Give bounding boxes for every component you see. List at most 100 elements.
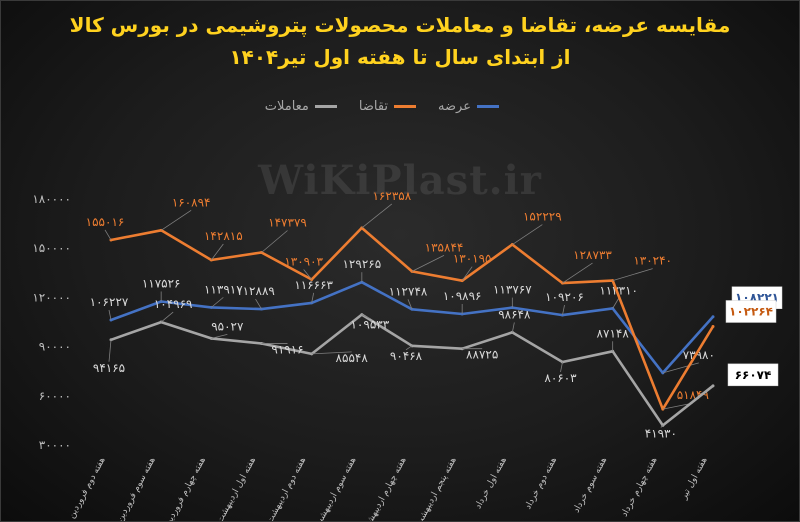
chart-title: مقایسه عرضه، تقاضا و معاملات محصولات پتر… — [1, 9, 799, 73]
data-point — [711, 315, 715, 319]
label-leader — [405, 345, 413, 351]
label-leader — [612, 268, 653, 281]
legend-swatch-supply — [477, 105, 499, 108]
label-leader — [560, 361, 563, 373]
label-leader — [261, 230, 288, 253]
label-leader — [662, 362, 699, 374]
title-line-1: مقایسه عرضه، تقاضا و معاملات محصولات پتر… — [69, 13, 731, 37]
data-label-box — [725, 300, 777, 323]
data-label: ۱۰۶۲۲۷ — [90, 295, 129, 309]
x-category-label: هفته دوم فروردین — [67, 455, 108, 520]
x-category-label: هفته اول اردیبهشت — [215, 455, 258, 521]
data-label: ۸۵۵۴۸ — [336, 351, 369, 365]
legend-item-demand: تقاضا — [358, 99, 417, 114]
y-tick-label: ۶۰۰۰۰ — [39, 389, 71, 403]
y-tick-label: ۱۵۰۰۰۰ — [32, 241, 71, 255]
y-tick-label: ۳۰۰۰۰ — [39, 438, 71, 452]
y-tick-label: ۹۰۰۰۰ — [39, 340, 71, 354]
x-category-label: هفته سوم فروردین — [115, 455, 158, 521]
x-category-label: هفته سوم خرداد — [572, 455, 610, 514]
data-label: ۶۶۰۷۴ — [735, 368, 772, 382]
series-line — [109, 226, 715, 411]
label-leader — [303, 269, 312, 280]
data-label: ۱۳۰۹۰۳ — [284, 255, 323, 269]
data-label: ۹۴۱۶۵ — [93, 361, 125, 375]
data-label: ۱۰۹۸۹۶ — [443, 289, 482, 303]
x-category-label: هفته دوم اردیبهشت — [265, 455, 308, 521]
label-leader — [211, 297, 224, 308]
x-category-label: هفته چهارم اردیبهشت — [361, 455, 408, 521]
data-label: ۱۵۲۲۲۹ — [523, 210, 562, 224]
data-label: ۱۲۸۷۳۳ — [573, 248, 612, 262]
label-leader — [108, 339, 112, 362]
label-leader — [160, 311, 174, 323]
data-label: ۱۴۲۸۱۵ — [204, 229, 243, 243]
data-label: ۱۴۷۳۷۹ — [268, 215, 307, 229]
label-leader — [511, 322, 515, 333]
data-label: ۹۱۹۱۶ — [271, 342, 303, 356]
data-label: ۹۸۶۴۸ — [498, 307, 531, 321]
label-leader — [211, 243, 224, 261]
data-label: ۱۵۵۰۱۶ — [86, 215, 125, 229]
data-label-box — [727, 363, 779, 387]
label-leader — [461, 266, 473, 281]
data-label: ۱۰۲۲۶۴ — [729, 304, 773, 318]
legend-swatch-demand — [394, 105, 417, 108]
data-label: ۱۶۰۸۹۴ — [172, 195, 211, 209]
y-tick-label: ۱۲۰۰۰۰ — [32, 290, 71, 304]
title-line-2: از ابتدای سال تا هفته اول تیر۱۴۰۴ — [229, 45, 571, 69]
data-label: ۱۰۴۹۶۹ — [154, 297, 193, 311]
data-label: ۸۷۱۴۸ — [597, 326, 630, 340]
data-label: ۹۵۰۲۷ — [211, 319, 244, 333]
y-tick-label: ۱۸۰۰۰۰ — [32, 192, 71, 206]
label-leader — [411, 255, 445, 272]
data-label: ۹۰۴۶۸ — [390, 349, 423, 363]
data-label: ۱۱۳۳۱۰ — [599, 283, 638, 297]
data-label: ۱۱۲۷۴۸ — [389, 284, 428, 298]
label-leader — [255, 298, 262, 310]
chart-legend: عرضه تقاضا معاملات — [265, 99, 499, 114]
label-leader — [512, 224, 543, 245]
legend-item-supply: عرضه — [438, 99, 499, 114]
data-label: ۱۱۷۵۲۶ — [142, 276, 181, 290]
label-leader — [361, 203, 393, 229]
data-label: ۱۳۰۱۹۵ — [453, 252, 492, 266]
label-leader — [562, 305, 565, 316]
x-category-label: هفته اول تیر — [679, 455, 710, 502]
legend-label-demand: تقاضا — [358, 99, 389, 114]
data-label: ۱۳۵۸۴۴ — [425, 240, 464, 254]
label-leader — [361, 314, 371, 319]
data-label: ۱۱۳۹۱۷ — [204, 282, 243, 296]
label-leader — [612, 298, 620, 309]
label-leader — [311, 351, 352, 355]
data-label: ۱۶۲۳۵۸ — [372, 189, 411, 203]
data-label: ۱۱۳۷۶۷ — [493, 283, 532, 297]
data-label: ۵۱۸۴۹ — [677, 388, 709, 402]
data-label: ۱۳۰۲۴۰ — [633, 254, 672, 268]
x-category-label: هفته سوم اردیبهشت — [313, 455, 358, 521]
legend-swatch-trades — [314, 105, 337, 108]
data-label: ۱۱۶۶۶۳ — [294, 278, 333, 292]
data-point — [711, 324, 715, 328]
label-leader — [108, 309, 112, 321]
legend-label-trades: معاملات — [264, 99, 309, 114]
watermark: WiKiPlast.ir — [258, 157, 542, 204]
data-label: ۱۰۹۵۳۳ — [350, 318, 389, 332]
data-label: ۴۱۹۳۰ — [645, 426, 677, 440]
label-leader — [311, 292, 315, 303]
label-leader — [660, 425, 664, 428]
x-category-label: هفته اول خرداد — [473, 455, 509, 510]
label-leader — [160, 210, 192, 231]
legend-label-supply: عرضه — [438, 99, 471, 114]
x-category-label: هفته چهارم خرداد — [620, 455, 660, 518]
label-leader — [104, 229, 112, 241]
data-label: ۷۳۹۸۰ — [683, 348, 715, 362]
label-leader — [211, 333, 228, 339]
data-point — [711, 384, 715, 388]
label-leader — [407, 299, 413, 310]
data-label: ۱۲۹۲۶۵ — [342, 257, 381, 271]
legend-item-trades: معاملات — [265, 99, 337, 114]
x-category-label: هفته دوم خرداد — [523, 456, 559, 512]
data-label: ۱۰۹۲۰۶ — [545, 290, 584, 304]
